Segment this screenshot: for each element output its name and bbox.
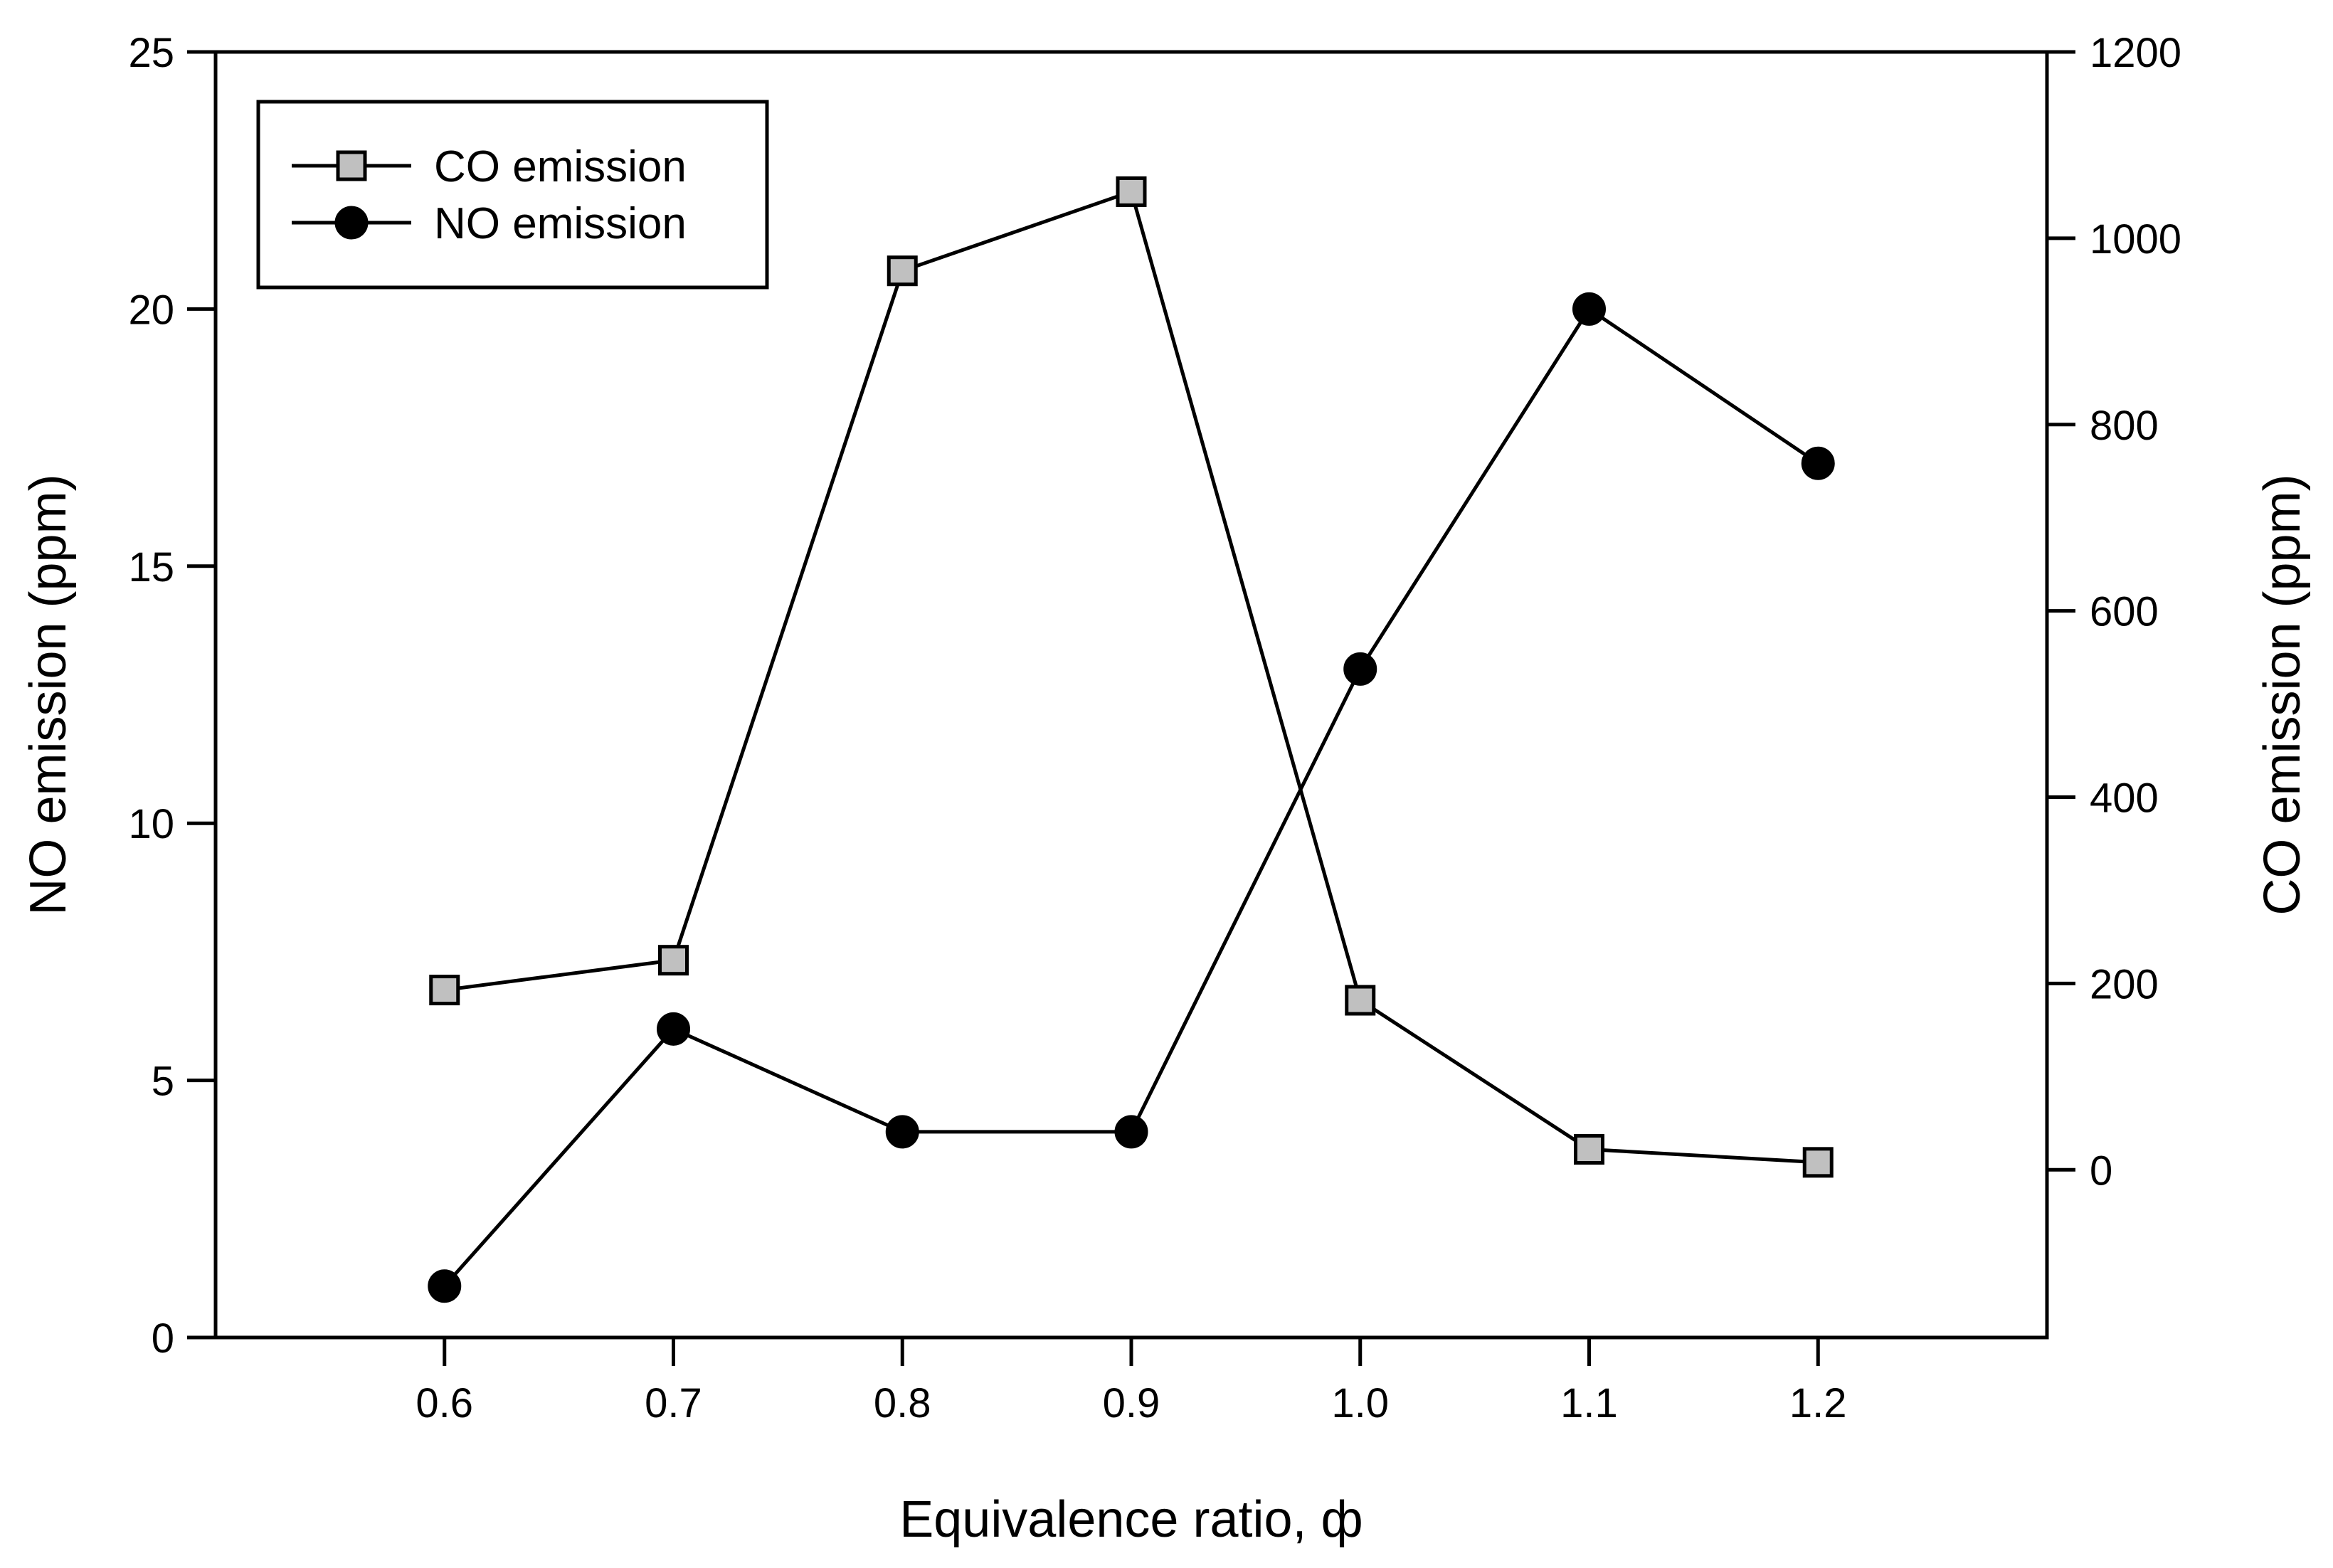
right-y-tick-label: 1000 (2090, 216, 2181, 263)
data-point-square (658, 945, 689, 976)
series-co-emission (429, 176, 1834, 1178)
data-point-square (1574, 1133, 1604, 1165)
data-point-circle (885, 1115, 919, 1149)
legend-marker-square (336, 150, 367, 181)
x-tick-label: 1.2 (1789, 1380, 1847, 1426)
data-point-square (887, 255, 918, 287)
legend-label: CO emission (434, 142, 687, 191)
x-axis-ticks: 0.6 0.7 0.8 0.9 1.0 1.1 1.2 (416, 1337, 1847, 1426)
legend-label: NO emission (434, 199, 687, 248)
legend-marker-circle (334, 206, 369, 240)
left-axis-ticks: 0 5 10 15 20 25 (128, 30, 216, 1362)
x-tick-label: 0.9 (1103, 1380, 1160, 1426)
left-y-tick-label: 0 (152, 1315, 174, 1362)
data-point-square (1345, 985, 1376, 1016)
left-y-tick-label: 5 (152, 1059, 174, 1105)
data-point-circle (1114, 1115, 1148, 1149)
x-tick-label: 0.6 (416, 1380, 473, 1426)
series-no-emission (428, 292, 1835, 1303)
legend: CO emission NO emission (256, 100, 769, 290)
data-point-circle (428, 1269, 462, 1303)
data-point-square (429, 975, 460, 1006)
x-tick-label: 1.1 (1560, 1380, 1618, 1426)
data-point-circle (657, 1012, 690, 1046)
x-axis-title: Equivalence ratio, ф (899, 1491, 1363, 1548)
right-y-tick-label: 0 (2090, 1148, 2112, 1194)
right-y-tick-label: 400 (2090, 775, 2159, 822)
data-point-circle (1343, 652, 1377, 686)
x-tick-label: 0.8 (874, 1380, 931, 1426)
right-axis-ticks: 0 200 400 600 800 1000 1200 (2047, 30, 2181, 1194)
right-y-tick-label: 800 (2090, 403, 2159, 449)
data-point-circle (1801, 446, 1835, 480)
right-y-axis-title: CO emission (ppm) (2254, 474, 2311, 915)
data-point-square (1116, 176, 1147, 207)
left-y-tick-label: 25 (128, 30, 174, 76)
right-y-tick-label: 200 (2090, 961, 2159, 1007)
left-y-tick-label: 15 (128, 544, 174, 590)
left-y-tick-label: 10 (128, 801, 174, 847)
x-tick-label: 1.0 (1331, 1380, 1389, 1426)
data-point-circle (1572, 292, 1606, 326)
right-y-tick-label: 1200 (2090, 30, 2181, 76)
x-tick-label: 0.7 (645, 1380, 702, 1426)
legend-box (256, 100, 769, 290)
right-y-tick-label: 600 (2090, 589, 2159, 635)
legend-items: CO emission NO emission (292, 142, 687, 248)
data-point-square (1802, 1147, 1834, 1178)
series-layer (428, 176, 1835, 1303)
left-y-axis-title: NO emission (ppm) (20, 474, 77, 915)
left-y-tick-label: 20 (128, 287, 174, 333)
